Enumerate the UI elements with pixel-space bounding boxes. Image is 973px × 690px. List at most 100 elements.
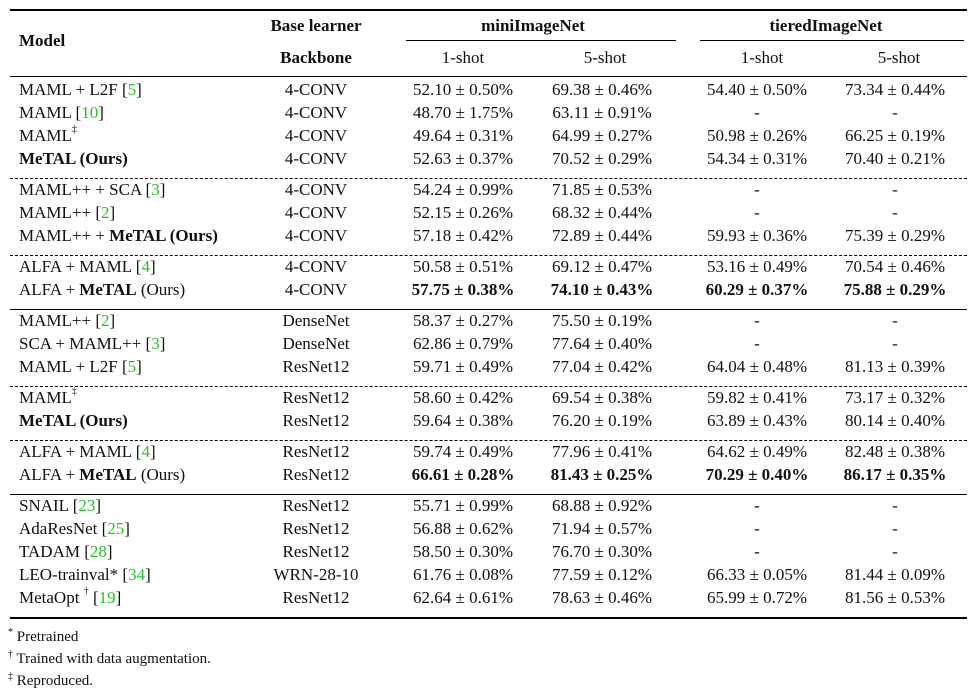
- citation-number[interactable]: 5: [127, 357, 137, 376]
- model-cell: MAML++ [2]: [19, 203, 115, 223]
- accuracy-cell: -: [754, 103, 760, 122]
- model-name: ALFA + MAML: [19, 257, 136, 276]
- accuracy-cell: -: [754, 203, 760, 222]
- model-cell: TADAM [28]: [19, 542, 113, 562]
- backbone-cell: ResNet12: [282, 519, 350, 538]
- accuracy-cell: -: [754, 496, 760, 515]
- header-miniimagenet: miniImageNet: [481, 16, 585, 35]
- accuracy-cell: 70.40 ± 0.21%: [845, 149, 945, 168]
- citation[interactable]: [28]: [84, 542, 113, 561]
- citation[interactable]: [4]: [135, 257, 156, 276]
- accuracy-cell: -: [754, 542, 760, 561]
- model-cell: MAML++ [2]: [19, 311, 115, 331]
- citation[interactable]: [4]: [135, 442, 156, 461]
- accuracy-cell: 86.17 ± 0.35%: [843, 465, 947, 484]
- group-separator: [10, 617, 967, 619]
- footnote: * Pretrained: [8, 627, 78, 646]
- model-cell: MAML‡: [19, 386, 77, 408]
- citation-number[interactable]: 25: [107, 519, 125, 538]
- accuracy-cell: 60.29 ± 0.37%: [705, 280, 809, 299]
- citation-number[interactable]: 19: [98, 588, 116, 607]
- citation[interactable]: [3]: [145, 180, 166, 199]
- footnote: ‡ Reproduced.: [8, 671, 93, 690]
- header-mini-5shot: 5-shot: [583, 48, 627, 67]
- citation-number[interactable]: 5: [127, 80, 137, 99]
- accuracy-cell: -: [754, 180, 760, 199]
- citation-number[interactable]: 3: [151, 180, 160, 199]
- model-name: MAML++ +: [19, 226, 110, 245]
- accuracy-cell: 68.88 ± 0.92%: [552, 496, 652, 515]
- citation-number[interactable]: 4: [141, 257, 150, 276]
- model-cell: AdaResNet [25]: [19, 519, 130, 539]
- accuracy-cell: 49.64 ± 0.31%: [413, 126, 513, 145]
- header-base-learner: Base learner: [270, 16, 362, 35]
- accuracy-cell: 81.43 ± 0.25%: [550, 465, 654, 484]
- citation[interactable]: [2]: [95, 203, 116, 222]
- header-backbone: Backbone: [280, 48, 352, 67]
- accuracy-cell: 56.88 ± 0.62%: [413, 519, 513, 538]
- model-cell: MAML‡: [19, 124, 77, 146]
- citation[interactable]: [10]: [75, 103, 104, 122]
- accuracy-cell: 55.71 ± 0.99%: [413, 496, 513, 515]
- footnote-mark: †: [83, 586, 89, 597]
- accuracy-cell: 66.61 ± 0.28%: [411, 465, 515, 484]
- accuracy-cell: -: [754, 311, 760, 330]
- group-separator: [10, 440, 967, 441]
- backbone-cell: ResNet12: [282, 542, 350, 561]
- accuracy-cell: 77.59 ± 0.12%: [552, 565, 652, 584]
- accuracy-cell: 57.75 ± 0.38%: [411, 280, 515, 299]
- citation[interactable]: [23]: [72, 496, 102, 515]
- header-mini-1shot: 1-shot: [441, 48, 485, 67]
- citation-number[interactable]: 4: [141, 442, 150, 461]
- accuracy-cell: 58.37 ± 0.27%: [413, 311, 513, 330]
- model-name: LEO-trainval*: [19, 565, 123, 584]
- model-cell: MAML + L2F [5]: [19, 357, 142, 377]
- model-name: SCA + MAML++: [19, 334, 146, 353]
- citation-number[interactable]: 2: [101, 311, 110, 330]
- citation-number[interactable]: 23: [78, 496, 96, 515]
- citation[interactable]: [3]: [145, 334, 166, 353]
- backbone-cell: ResNet12: [282, 496, 350, 515]
- citation-number[interactable]: 10: [81, 103, 99, 122]
- accuracy-cell: 54.24 ± 0.99%: [413, 180, 513, 199]
- backbone-cell: WRN-28-10: [273, 565, 359, 584]
- footnote-symbol: ‡: [8, 671, 13, 682]
- citation[interactable]: [5]: [121, 80, 142, 99]
- citation-number[interactable]: 34: [128, 565, 146, 584]
- accuracy-cell: 70.29 ± 0.40%: [705, 465, 809, 484]
- accuracy-cell: 81.44 ± 0.09%: [845, 565, 945, 584]
- accuracy-cell: 66.33 ± 0.05%: [707, 565, 807, 584]
- group-separator: [10, 178, 967, 179]
- backbone-cell: ResNet12: [282, 465, 350, 484]
- accuracy-cell: 78.63 ± 0.46%: [552, 588, 652, 607]
- citation-number[interactable]: 2: [101, 203, 110, 222]
- accuracy-cell: 63.89 ± 0.43%: [707, 411, 807, 430]
- accuracy-cell: -: [892, 519, 898, 538]
- accuracy-cell: 82.48 ± 0.38%: [845, 442, 945, 461]
- backbone-cell: ResNet12: [282, 588, 350, 607]
- accuracy-cell: 59.74 ± 0.49%: [413, 442, 513, 461]
- accuracy-cell: 63.11 ± 0.91%: [552, 103, 652, 122]
- citation[interactable]: [19]: [92, 588, 122, 607]
- model-cell: SNAIL [23]: [19, 496, 101, 516]
- citation[interactable]: [5]: [121, 357, 142, 376]
- accuracy-cell: 73.17 ± 0.32%: [845, 388, 945, 407]
- accuracy-cell: 52.15 ± 0.26%: [413, 203, 513, 222]
- accuracy-cell: 66.25 ± 0.19%: [845, 126, 945, 145]
- citation[interactable]: [2]: [95, 311, 116, 330]
- model-name-bold: MeTAL (Ours): [19, 149, 128, 168]
- accuracy-cell: -: [754, 519, 760, 538]
- accuracy-cell: 59.64 ± 0.38%: [413, 411, 513, 430]
- citation-number[interactable]: 28: [89, 542, 107, 561]
- accuracy-cell: 59.71 ± 0.49%: [413, 357, 513, 376]
- citation[interactable]: [34]: [122, 565, 151, 584]
- footnote-mark: ‡: [71, 124, 77, 135]
- model-name: ALFA + MAML: [19, 442, 136, 461]
- accuracy-cell: 64.04 ± 0.48%: [707, 357, 807, 376]
- citation[interactable]: [25]: [101, 519, 130, 538]
- model-cell: MetaOpt † [19]: [19, 586, 122, 608]
- accuracy-cell: 65.99 ± 0.72%: [707, 588, 807, 607]
- citation-number[interactable]: 3: [151, 334, 160, 353]
- accuracy-cell: 75.88 ± 0.29%: [843, 280, 947, 299]
- accuracy-cell: 69.38 ± 0.46%: [552, 80, 652, 99]
